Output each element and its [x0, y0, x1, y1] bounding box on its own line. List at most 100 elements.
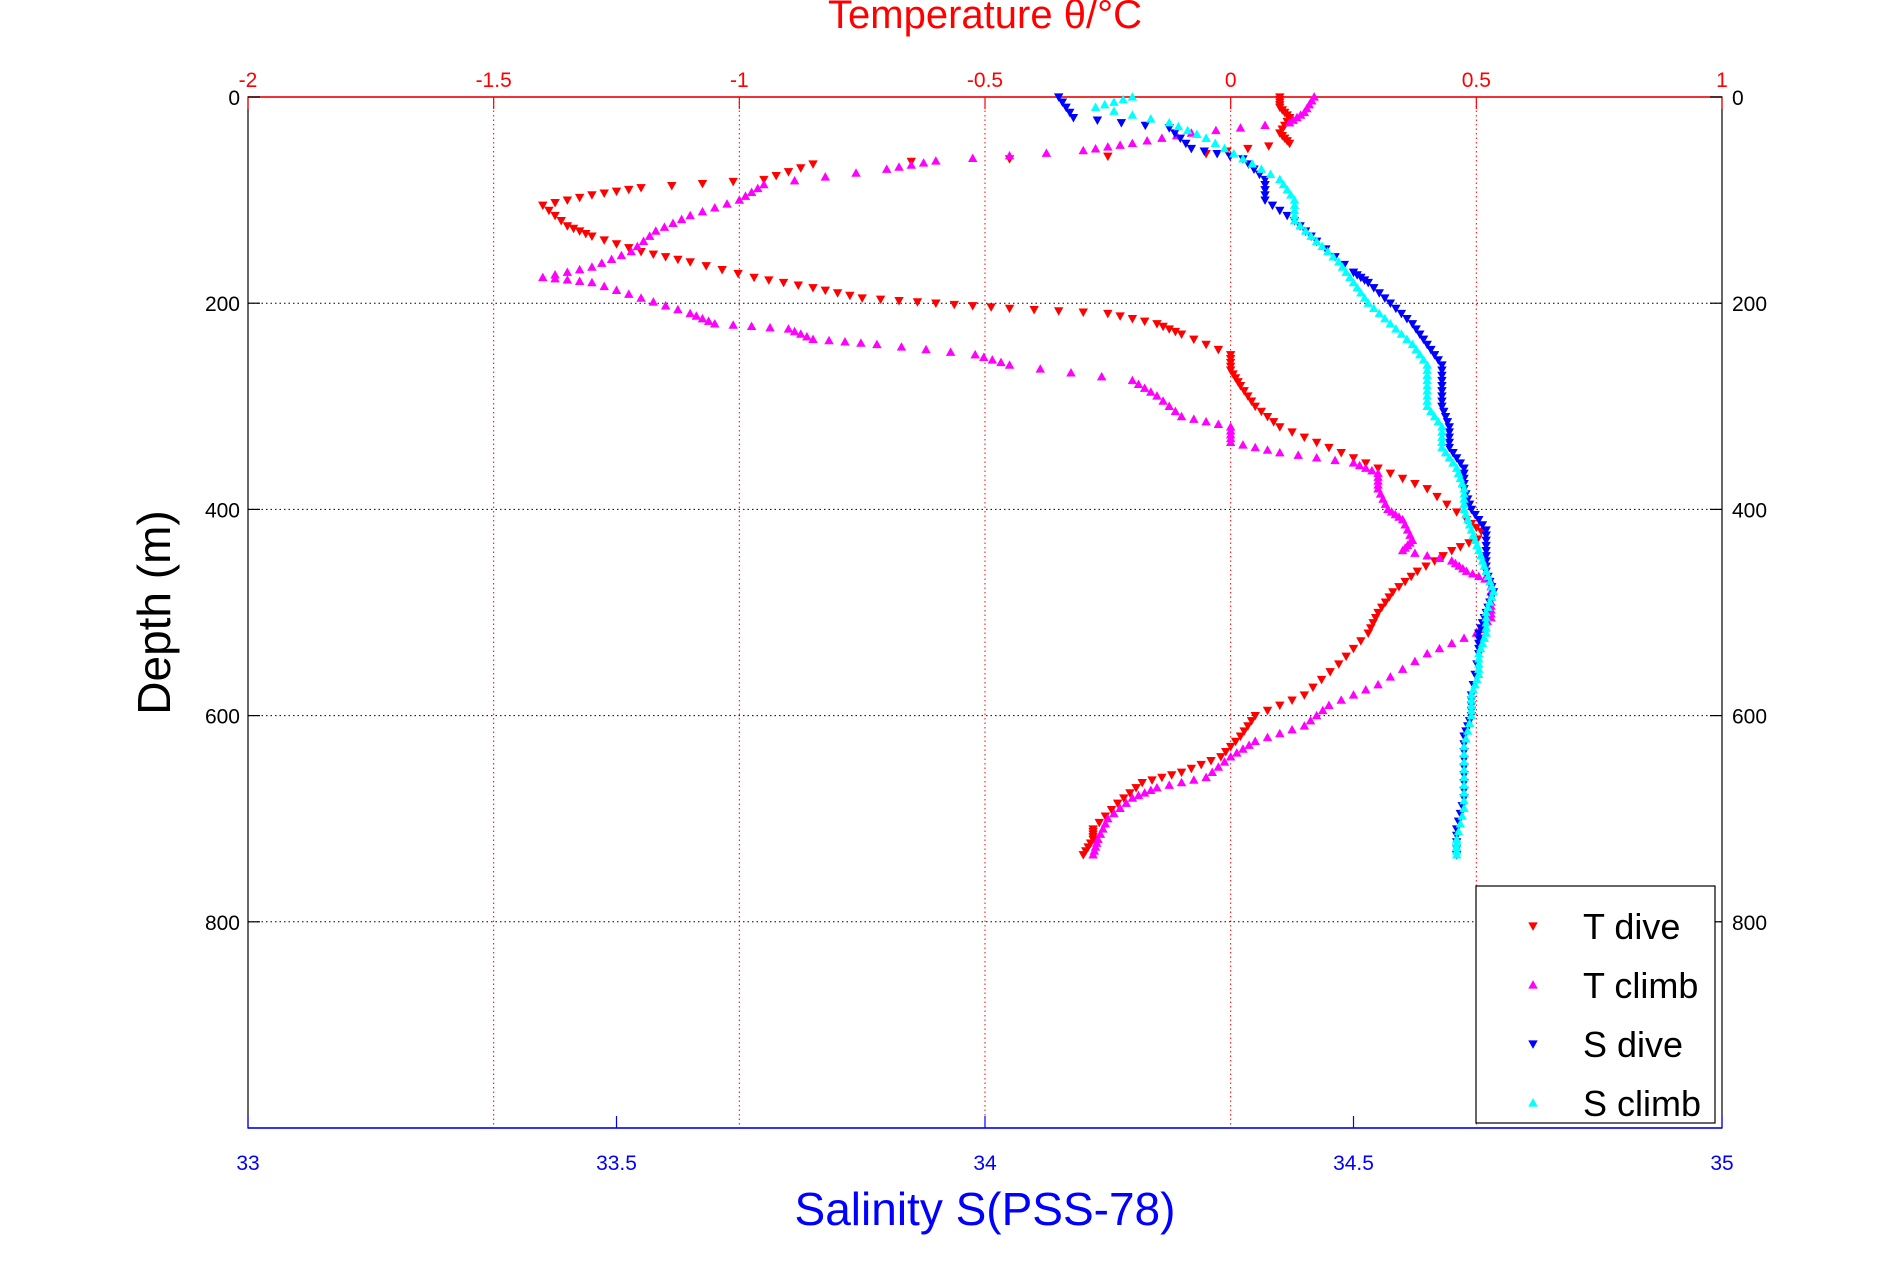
s-dive-point [1437, 402, 1447, 412]
t-dive-point [1438, 552, 1448, 561]
s-climb-point [1418, 355, 1429, 364]
t-dive-point [1287, 428, 1297, 437]
temperature-tick-label: 0.5 [1462, 69, 1491, 92]
t-climb-point [740, 191, 751, 200]
t-climb-point [1225, 437, 1236, 447]
t-climb-point [697, 206, 708, 216]
t-dive-point [1235, 382, 1246, 391]
s-climb-point [1322, 246, 1333, 256]
s-climb-point [1229, 148, 1239, 158]
t-dive-point [857, 294, 867, 303]
t-climb-point [1066, 367, 1076, 377]
t-climb-point [1115, 140, 1125, 149]
t-dive-point [538, 201, 548, 211]
s-climb-point [1295, 221, 1305, 230]
t-climb-point [660, 300, 671, 310]
s-dive-point [1260, 191, 1270, 200]
depth-tick-label-left: 0 [228, 87, 240, 110]
salinity-tick-label: 35 [1710, 1152, 1733, 1175]
s-climb-point [1146, 114, 1156, 123]
t-climb-point [1287, 724, 1297, 734]
t-climb-point [1244, 740, 1254, 749]
t-climb-point [1275, 728, 1285, 738]
t-dive-point [673, 255, 683, 265]
depth-tick-label-left: 400 [205, 499, 240, 522]
s-climb-point [1363, 298, 1373, 307]
s-climb-point [1359, 293, 1370, 302]
t-climb-point [1096, 371, 1107, 381]
t-dive-point [1239, 387, 1249, 396]
s-climb-point [1411, 344, 1421, 354]
s-dive-point [1057, 98, 1068, 107]
s-climb-point [1459, 803, 1469, 813]
depth-tick-label-left: 800 [205, 912, 240, 935]
t-climb-point [1127, 138, 1138, 148]
t-climb-point [616, 250, 627, 260]
t-dive-point [949, 300, 960, 310]
t-dive-point [764, 276, 774, 285]
legend-marker-t-climb [1528, 980, 1538, 989]
s-dive-point [1422, 340, 1432, 350]
t-dive-point [778, 278, 789, 288]
s-climb-point [1090, 102, 1101, 111]
t-climb-point [1035, 364, 1045, 373]
t-climb-point [896, 342, 907, 351]
t-dive-point [1131, 784, 1141, 793]
s-climb-point [1457, 811, 1467, 820]
t-climb-point [673, 304, 683, 314]
t-climb-point [1293, 450, 1303, 459]
t-climb-point [538, 272, 548, 282]
s-dive-point [1186, 144, 1197, 154]
t-dive-point [1243, 392, 1253, 401]
s-dive-point [1267, 201, 1278, 211]
t-climb-point [1262, 732, 1273, 742]
s-dive-point [1260, 180, 1270, 190]
s-climb-point [1385, 319, 1396, 328]
depth-tick-label-left: 600 [205, 706, 240, 729]
s-dive-point [1437, 387, 1447, 396]
t-dive-point [1287, 696, 1297, 705]
t-climb-point [597, 258, 607, 267]
depth-tick-label-right: 600 [1732, 706, 1767, 729]
t-climb-point [722, 199, 732, 208]
t-dive-point [1176, 768, 1187, 778]
s-dive-point [1477, 521, 1488, 530]
t-climb-point [1207, 767, 1217, 776]
t-climb-point [783, 324, 794, 333]
depth-tick-label-right: 200 [1732, 293, 1767, 316]
t-climb-point [1318, 705, 1328, 715]
t-climb-point [1189, 414, 1199, 423]
s-climb-point [1127, 110, 1138, 119]
s-climb-point [1219, 143, 1230, 153]
t-dive-point [1336, 449, 1346, 458]
s-dive-point [1369, 284, 1379, 293]
s-climb-point [1352, 282, 1362, 292]
t-climb-point [1311, 453, 1322, 462]
t-climb-point [638, 236, 649, 245]
t-dive-point [1246, 717, 1257, 726]
t-climb-point [710, 203, 720, 212]
t-climb-point [1238, 440, 1248, 449]
t-dive-point [1447, 546, 1457, 556]
s-climb-point [1407, 339, 1418, 349]
t-climb-point [1324, 700, 1334, 709]
s-dive-point [1437, 397, 1447, 406]
t-climb-point [1121, 798, 1131, 807]
t-dive-point [1275, 423, 1285, 432]
s-dive-point [1481, 541, 1491, 551]
t-climb-point [1474, 571, 1484, 581]
t-climb-point [1201, 772, 1211, 782]
s-dive-point [1481, 531, 1491, 540]
t-climb-point [685, 210, 695, 220]
t-dive-point [1239, 727, 1249, 736]
t-climb-point [1354, 460, 1365, 470]
t-dive-point [1422, 485, 1432, 494]
t-dive-point [1112, 799, 1123, 809]
s-dive-point [1068, 113, 1079, 123]
t-climb-point [1459, 633, 1469, 642]
t-climb-point [1090, 143, 1101, 153]
t-dive-point [636, 184, 646, 193]
temperature-tick-label: -0.5 [967, 69, 1003, 92]
s-climb-point [1391, 324, 1401, 333]
legend-marker-s-climb [1528, 1098, 1538, 1107]
